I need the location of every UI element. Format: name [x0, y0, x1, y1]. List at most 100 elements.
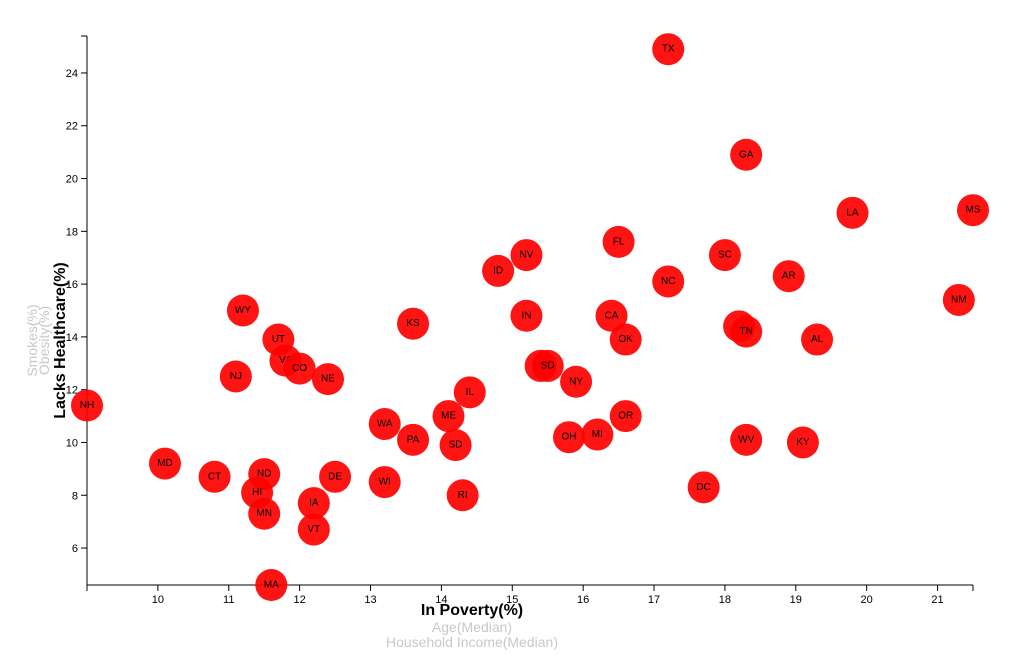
state-marker[interactable] [652, 265, 685, 298]
state-marker[interactable] [297, 513, 330, 546]
state-marker[interactable] [453, 376, 486, 409]
state-marker[interactable] [432, 400, 465, 433]
state-marker[interactable] [482, 254, 515, 287]
state-point[interactable]: OH [552, 421, 585, 454]
state-abbr-label: OH [561, 432, 576, 443]
y-axis-title-option[interactable]: Smokes(%) [24, 304, 40, 376]
state-marker[interactable] [510, 239, 543, 272]
state-marker[interactable] [446, 479, 479, 512]
state-marker[interactable] [786, 426, 819, 459]
state-point[interactable]: ME [432, 400, 465, 433]
state-point[interactable]: MN [248, 497, 281, 530]
state-point[interactable]: MA [255, 569, 288, 601]
state-marker[interactable] [730, 423, 763, 456]
state-marker[interactable] [510, 299, 543, 332]
state-marker[interactable] [730, 315, 763, 348]
state-point[interactable]: OR [609, 400, 642, 433]
state-point[interactable]: IL [453, 376, 486, 409]
state-point[interactable]: PA [397, 423, 430, 456]
state-marker[interactable] [652, 33, 685, 66]
state-point[interactable]: WY [226, 294, 259, 327]
state-marker[interactable] [368, 407, 401, 440]
x-axis-title-option[interactable]: Age(Median) [432, 619, 512, 635]
state-marker[interactable] [560, 365, 593, 398]
state-point[interactable]: DE [319, 460, 352, 493]
state-point[interactable]: IN [510, 299, 543, 332]
state-abbr-label: WY [235, 305, 251, 316]
state-marker[interactable] [581, 418, 614, 451]
state-point[interactable]: NH [71, 389, 103, 422]
state-point[interactable]: IA [297, 487, 330, 520]
state-marker[interactable] [297, 487, 330, 520]
state-marker[interactable] [687, 471, 720, 504]
state-point[interactable]: NV [510, 239, 543, 272]
state-point[interactable]: AL [801, 323, 834, 356]
state-marker[interactable] [531, 349, 564, 382]
state-point[interactable]: TN [730, 315, 763, 348]
state-marker[interactable] [801, 323, 834, 356]
state-point[interactable]: SD [439, 429, 472, 462]
state-point[interactable]: WV [730, 423, 763, 456]
state-marker[interactable] [439, 429, 472, 462]
state-marker[interactable] [730, 138, 763, 171]
state-point[interactable]: TX [652, 33, 685, 66]
state-marker[interactable] [602, 225, 635, 258]
state-marker[interactable] [957, 194, 989, 227]
state-point[interactable]: NE [311, 363, 344, 396]
state-marker[interactable] [595, 299, 628, 332]
y-axis-title-option[interactable]: Obesity(%) [36, 306, 52, 375]
state-point[interactable]: KS [397, 307, 430, 340]
state-abbr-label: KY [796, 437, 810, 448]
state-point[interactable]: CT [198, 460, 231, 493]
state-marker[interactable] [708, 239, 741, 272]
state-point[interactable]: OK [609, 323, 642, 356]
state-marker[interactable] [226, 294, 259, 327]
state-marker[interactable] [368, 466, 401, 499]
state-abbr-label: MD [157, 458, 173, 469]
state-marker[interactable] [198, 460, 231, 493]
state-point[interactable]: NY [560, 365, 593, 398]
state-point[interactable]: KY [786, 426, 819, 459]
state-point[interactable]: CO [283, 352, 316, 385]
state-point[interactable]: WI [368, 466, 401, 499]
state-marker[interactable] [836, 196, 869, 229]
state-point[interactable]: DC [687, 471, 720, 504]
state-marker[interactable] [942, 283, 975, 316]
state-marker[interactable] [609, 323, 642, 356]
state-marker[interactable] [219, 360, 252, 393]
state-point[interactable]: VT [297, 513, 330, 546]
x-axis-title-option[interactable]: In Poverty(%) [421, 602, 523, 619]
state-marker[interactable] [311, 363, 344, 396]
state-marker[interactable] [319, 460, 352, 493]
state-abbr-label: NM [951, 294, 967, 305]
state-point[interactable]: RI [446, 479, 479, 512]
state-point[interactable]: NM [942, 283, 975, 316]
state-point[interactable]: WA [368, 407, 401, 440]
state-marker[interactable] [397, 423, 430, 456]
state-point[interactable]: SD [531, 349, 564, 382]
state-point[interactable]: ID [482, 254, 515, 287]
state-point[interactable]: MS [957, 194, 989, 227]
state-point[interactable]: MI [581, 418, 614, 451]
state-point[interactable]: FL [602, 225, 635, 258]
state-marker[interactable] [283, 352, 316, 385]
state-point[interactable]: GA [730, 138, 763, 171]
state-point[interactable]: SC [708, 239, 741, 272]
state-marker[interactable] [255, 569, 288, 601]
state-point[interactable]: MD [148, 447, 181, 480]
state-marker[interactable] [71, 389, 103, 422]
state-marker[interactable] [397, 307, 430, 340]
y-axis-title-option[interactable]: Lacks Healthcare(%) [52, 262, 69, 419]
state-point[interactable]: LA [836, 196, 869, 229]
state-marker[interactable] [148, 447, 181, 480]
state-marker[interactable] [248, 497, 281, 530]
state-point[interactable]: CA [595, 299, 628, 332]
state-marker[interactable] [609, 400, 642, 433]
state-marker[interactable] [772, 260, 805, 293]
state-point[interactable]: NC [652, 265, 685, 298]
x-axis-title-option[interactable]: Household Income(Median) [386, 634, 558, 650]
state-marker[interactable] [552, 421, 585, 454]
state-point[interactable]: NJ [219, 360, 252, 393]
state-point[interactable]: AR [772, 260, 805, 293]
